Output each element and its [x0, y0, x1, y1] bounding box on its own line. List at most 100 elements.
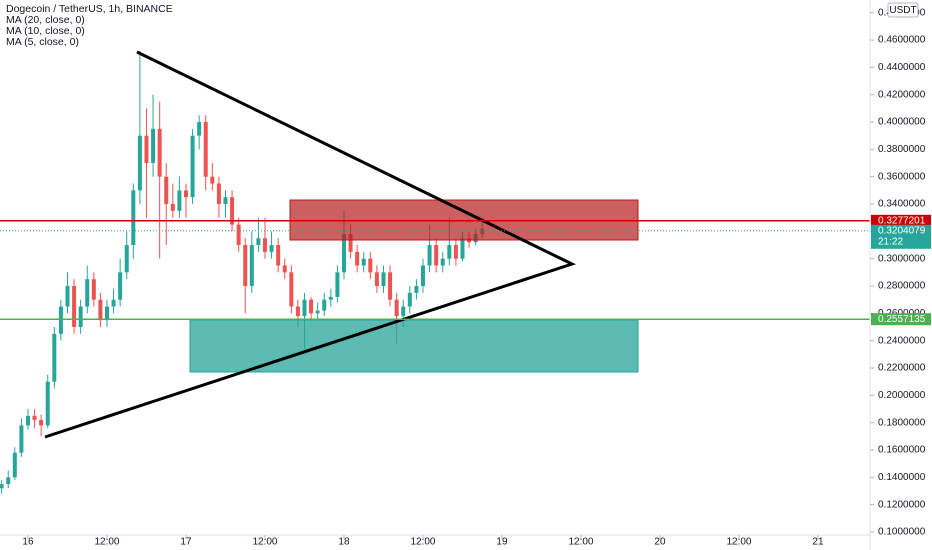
candle-body [137, 135, 142, 191]
currency-badge[interactable] [887, 2, 919, 18]
candle-body [98, 299, 103, 321]
y-tick-label: 0.2000000 [878, 390, 926, 401]
candle-body [32, 415, 37, 420]
x-tick-label: 12:00 [410, 537, 435, 548]
candle-body [72, 286, 77, 328]
candle-body [440, 258, 445, 266]
x-tick-label: 18 [338, 537, 350, 548]
currency-label[interactable]: USDT [889, 5, 916, 16]
candle-body [348, 234, 353, 252]
candle-body [203, 122, 208, 177]
candle-body [124, 245, 129, 273]
candle-body [341, 234, 346, 273]
candle-body [91, 279, 96, 300]
candle-body [236, 224, 241, 246]
candle-body [118, 272, 123, 300]
candle-body [183, 190, 188, 198]
y-tick-label: 0.3800000 [878, 144, 926, 155]
candle-body [210, 176, 215, 184]
candle-body [170, 204, 175, 211]
candle-body [197, 122, 202, 136]
candle-body [164, 176, 169, 205]
y-tick-label: 0.1800000 [878, 417, 926, 428]
candle-body [420, 265, 425, 287]
candle-body [447, 245, 452, 259]
x-tick-label: 20 [654, 537, 666, 548]
y-tick-label: 0.4400000 [878, 62, 926, 73]
y-tick-label: 0.4600000 [878, 35, 926, 46]
candle-body [427, 245, 432, 266]
x-tick-label: 21 [812, 537, 824, 548]
price-label-box [871, 313, 931, 326]
candle-body [460, 238, 465, 259]
candle-body [394, 299, 399, 317]
candle-body [322, 299, 327, 311]
y-tick-label: 0.1600000 [878, 445, 926, 456]
price-label: 0.3204079 [878, 225, 926, 236]
candle-body [315, 310, 320, 314]
candle-body [12, 452, 17, 478]
candle-body [0, 484, 4, 489]
candle-body [401, 306, 406, 317]
price-label: 0.3277201 [878, 215, 926, 226]
candle-body [25, 415, 30, 426]
candle-body [6, 477, 11, 485]
candle-body [282, 265, 287, 273]
price-label-box [871, 224, 931, 249]
countdown-label: 21:22 [878, 236, 903, 247]
candle-body [289, 272, 294, 307]
candle-body [85, 279, 90, 307]
candle-body [361, 258, 366, 266]
candle-body [144, 135, 149, 164]
candle-body [104, 306, 109, 321]
candle-body [19, 425, 24, 453]
x-tick-label: 12:00 [726, 537, 751, 548]
y-tick-label: 0.1200000 [878, 499, 926, 510]
indicator-label: MA (20, close, 0) [6, 14, 85, 26]
candle-body [309, 299, 314, 314]
price-label: 0.2557135 [878, 314, 926, 325]
indicator-label: MA (10, close, 0) [6, 25, 85, 37]
candle-body [243, 245, 248, 287]
candle-body [335, 272, 340, 297]
candle-body [111, 299, 116, 307]
candle-body [414, 286, 419, 293]
candle-body [190, 135, 195, 198]
candle-body [52, 333, 57, 382]
candle-body [368, 258, 373, 273]
candle-body [269, 245, 274, 252]
candle-body [374, 272, 379, 287]
candle-body [276, 245, 281, 266]
y-tick-label: 0.2400000 [878, 335, 926, 346]
axes: 0.1000000 0.1200000 0.1400000 0.1600000 0.18… [22, 7, 931, 548]
candle-body [256, 238, 261, 246]
candle-body [453, 245, 458, 259]
chart-title: Dogecoin / TetherUS, 1h, BINANCE [6, 3, 173, 15]
y-tick-label: 0.4000000 [878, 117, 926, 128]
candle-body [381, 272, 386, 287]
plot-area [0, 50, 485, 494]
candle-body [58, 306, 63, 334]
candle-body [262, 238, 267, 252]
candle-body [39, 419, 44, 426]
x-tick-label: 12:00 [94, 537, 119, 548]
x-tick-label: 17 [180, 537, 192, 548]
price-label-box [871, 214, 931, 227]
y-tick-label: 0.3000000 [878, 253, 926, 264]
candle-body [355, 251, 360, 266]
candle-body [78, 306, 83, 328]
candle-body [65, 286, 70, 307]
y-tick-label: 0.2800000 [878, 281, 926, 292]
candle-body [230, 197, 235, 225]
overlay [0, 220, 870, 320]
candle-body [434, 245, 439, 266]
x-tick-label: 12:00 [252, 537, 277, 548]
candle-body [223, 197, 228, 205]
candle-body [151, 128, 156, 164]
candle-body [157, 128, 162, 177]
candle-body [295, 306, 300, 317]
x-tick-label: 19 [496, 537, 508, 548]
x-tick-label: 12:00 [568, 537, 593, 548]
